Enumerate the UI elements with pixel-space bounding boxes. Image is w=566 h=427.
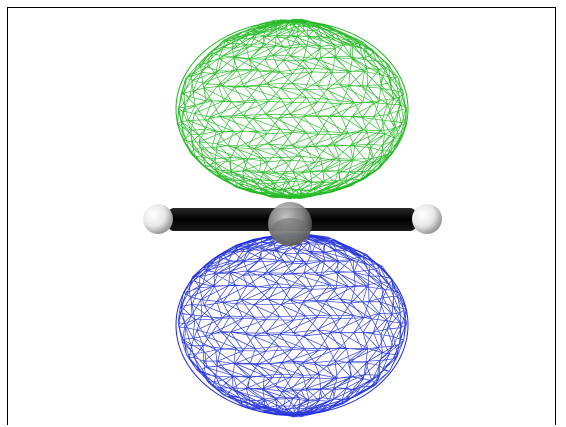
orbital-lobe-outline [175, 20, 409, 198]
viewport-frame [7, 7, 556, 425]
terminal-atom-left [143, 204, 173, 234]
upper-orbital-lobe [175, 18, 409, 200]
terminal-atom-right [412, 204, 442, 234]
lower-orbital-lobe [175, 232, 409, 418]
molecule-model [143, 202, 442, 246]
central-atom-shadow [270, 218, 310, 246]
